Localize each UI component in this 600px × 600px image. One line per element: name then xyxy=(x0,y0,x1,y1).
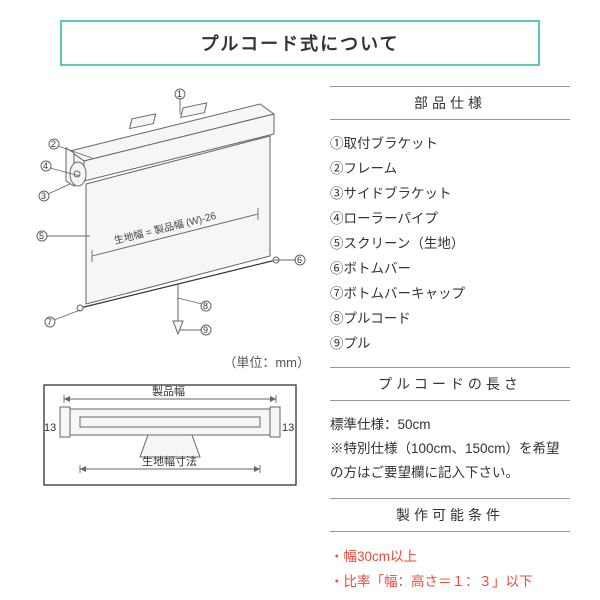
svg-text:4: 4 xyxy=(43,161,48,171)
svg-text:1: 1 xyxy=(177,89,182,99)
svg-text:3: 3 xyxy=(41,191,46,201)
cord-line2: ※特別仕様（100cm、150cm）を希望の方はご要望欄に記入下さい。 xyxy=(330,437,570,486)
right-column: 部品仕様 ①取付ブラケット ②フレーム ③サイドブラケット ④ローラーパイプ ⑤… xyxy=(320,86,570,595)
part-item: ⑦ボトムバーキャップ xyxy=(330,282,570,307)
page-title-box: プルコード式について xyxy=(60,20,540,66)
cord-length-text: 標準仕様：50cm ※特別仕様（100cm、150cm）を希望の方はご要望欄に記… xyxy=(330,413,570,498)
svg-text:6: 6 xyxy=(297,255,302,265)
part-item: ②フレーム xyxy=(330,157,570,182)
svg-text:2: 2 xyxy=(51,139,56,149)
part-item: ③サイドブラケット xyxy=(330,182,570,207)
main-layout: 生地幅 = 製品幅 (W)-26 1 2 3 4 5 xyxy=(30,86,570,595)
parts-spec-header: 部品仕様 xyxy=(330,86,570,120)
part-item: ④ローラーパイプ xyxy=(330,207,570,232)
gap-right: 13 xyxy=(282,422,294,434)
product-width-label: 製品幅 xyxy=(152,384,185,398)
svg-text:8: 8 xyxy=(203,301,208,311)
condition-item: ・比率「幅：高さ＝１：３」以下 xyxy=(330,569,570,595)
condition-item: ・幅30cm以上 xyxy=(330,544,570,570)
cord-length-header: プルコードの長さ xyxy=(330,367,570,401)
svg-text:5: 5 xyxy=(39,231,44,241)
isometric-diagram: 生地幅 = 製品幅 (W)-26 1 2 3 4 5 xyxy=(30,86,310,346)
gap-left: 13 xyxy=(44,422,56,434)
unit-label: （単位：mm） xyxy=(30,352,310,371)
left-column: 生地幅 = 製品幅 (W)-26 1 2 3 4 5 xyxy=(30,86,310,595)
condition-header: 製作可能条件 xyxy=(330,498,570,532)
part-item: ⑨プル xyxy=(330,332,570,357)
part-item: ①取付ブラケット xyxy=(330,132,570,157)
fabric-width-dim-label: 生地幅寸法 xyxy=(142,454,197,468)
part-item: ⑤スクリーン（生地） xyxy=(330,232,570,257)
part-item: ⑥ボトムバー xyxy=(330,257,570,282)
cross-section-diagram: 製品幅 13 13 生地幅寸法 xyxy=(30,377,310,497)
svg-text:9: 9 xyxy=(203,325,208,335)
cord-line1: 標準仕様：50cm xyxy=(330,413,570,437)
page-title: プルコード式について xyxy=(200,34,399,54)
part-item: ⑧プルコード xyxy=(330,307,570,332)
svg-text:7: 7 xyxy=(47,317,52,327)
parts-list: ①取付ブラケット ②フレーム ③サイドブラケット ④ローラーパイプ ⑤スクリーン… xyxy=(330,132,570,367)
condition-list: ・幅30cm以上 ・比率「幅：高さ＝１：３」以下 xyxy=(330,544,570,595)
